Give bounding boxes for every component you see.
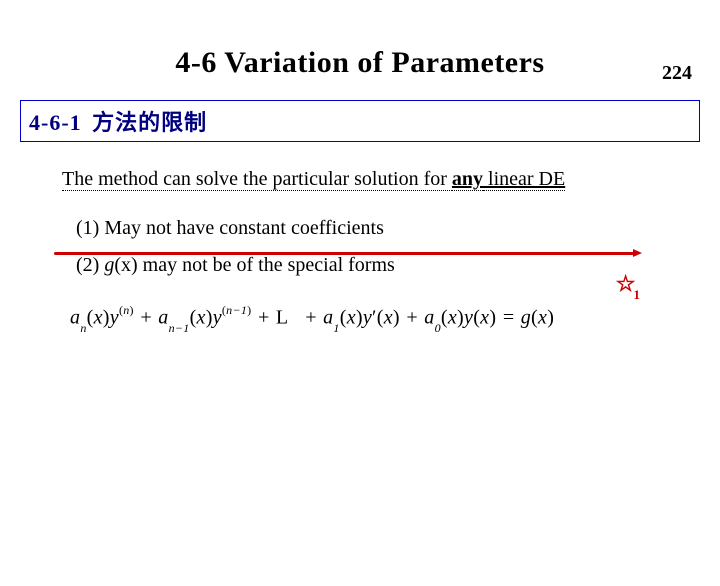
page-title: 4-6 Variation of Parameters — [0, 46, 720, 80]
point-2: (2) g(x) may not be of the special forms — [76, 254, 674, 277]
section-heading-box: 4-6-1 方法的限制 — [20, 100, 700, 142]
red-underline-icon — [54, 252, 638, 255]
star-symbol: ☆ — [616, 271, 636, 296]
section-number: 4-6-1 — [29, 110, 82, 135]
point-1: (1) May not have constant coefficients — [76, 217, 674, 240]
page-number: 224 — [662, 62, 692, 85]
star-subscript: 1 — [634, 287, 641, 302]
points-list: (1) May not have constant coefficients (… — [76, 217, 674, 277]
intro-sentence: The method can solve the particular solu… — [62, 168, 674, 191]
star-marker-icon: ☆1 — [616, 271, 642, 300]
intro-suffix: linear DE — [483, 168, 565, 191]
intro-emphasis: any — [452, 168, 483, 191]
ode-equation: an(x)y(n) + an−1(x)y(n−1) + L + a1(x)y′(… — [70, 305, 690, 333]
section-name-text: 方法的限制 — [92, 110, 207, 135]
intro-prefix: The method can solve the particular solu… — [62, 168, 452, 191]
